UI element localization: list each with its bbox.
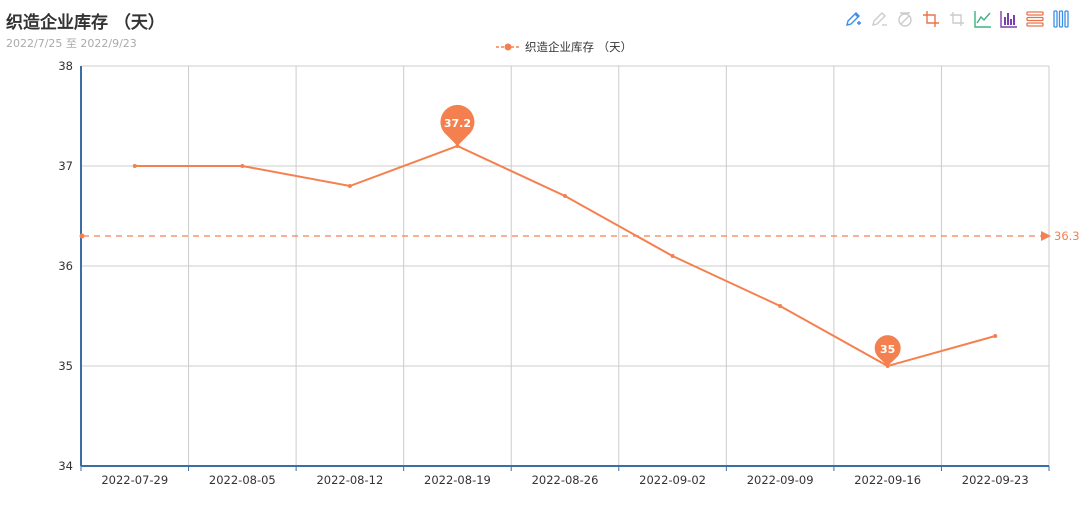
y-tick-label: 36 <box>58 259 73 273</box>
data-point <box>993 334 998 338</box>
y-tick-label: 38 <box>58 59 73 73</box>
chart-title: 织造企业库存 （天） <box>6 13 165 33</box>
max-mark-label: 37.2 <box>444 117 471 130</box>
y-tick-label: 37 <box>58 159 73 173</box>
y-tick-label: 35 <box>58 359 73 373</box>
line-chart-icon[interactable] <box>972 9 994 29</box>
data-point <box>563 194 567 198</box>
x-tick-label: 2022-08-26 <box>532 473 599 487</box>
mark-pen-icon[interactable] <box>842 9 864 29</box>
x-tick-label: 2022-09-23 <box>962 473 1029 487</box>
min-mark-label: 35 <box>880 343 895 356</box>
stack-icon[interactable] <box>1024 9 1046 29</box>
data-point <box>347 184 352 188</box>
data-zoom-reset-icon[interactable] <box>946 9 968 29</box>
data-point <box>670 254 675 258</box>
x-tick-label: 2022-09-16 <box>854 473 921 487</box>
x-tick-label: 2022-09-02 <box>639 473 706 487</box>
data-point <box>240 164 245 168</box>
max-mark-pin <box>440 104 475 146</box>
x-tick-label: 2022-09-09 <box>747 473 814 487</box>
bar-chart-icon[interactable] <box>998 9 1020 29</box>
average-line-arrow <box>1041 231 1051 241</box>
legend-label: 织造企业库存 （天） <box>525 40 633 54</box>
x-tick-label: 2022-07-29 <box>101 473 168 487</box>
tiled-icon[interactable] <box>1050 9 1072 29</box>
average-line-label: 36.3 <box>1054 229 1080 243</box>
data-point <box>132 164 137 168</box>
legend-line-icon <box>496 43 520 51</box>
y-tick-label: 34 <box>58 459 73 473</box>
mark-undo-icon[interactable] <box>868 9 890 29</box>
data-point <box>778 304 783 308</box>
toolbox <box>842 9 1072 29</box>
x-tick-label: 2022-08-19 <box>424 473 491 487</box>
average-line-start <box>79 233 85 239</box>
x-tick-label: 2022-08-12 <box>316 473 383 487</box>
legend-item[interactable]: 织造企业库存 （天） <box>496 39 632 55</box>
chart-subtitle: 2022/7/25 至 2022/9/23 <box>6 37 137 50</box>
series-line <box>134 144 996 368</box>
data-zoom-icon[interactable] <box>920 9 942 29</box>
x-tick-label: 2022-08-05 <box>209 473 276 487</box>
min-mark-pin <box>874 335 901 366</box>
mark-clear-icon[interactable] <box>894 9 916 29</box>
